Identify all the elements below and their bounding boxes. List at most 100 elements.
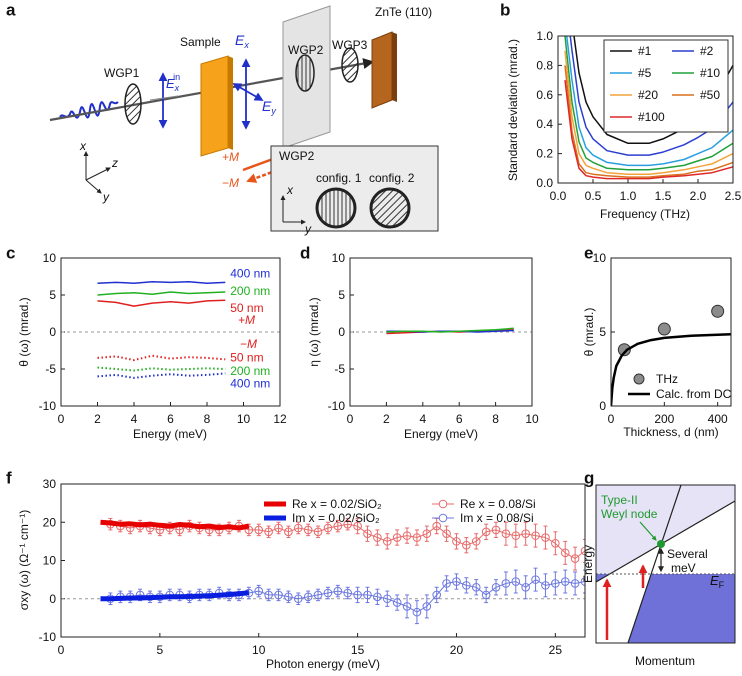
legend-label: #1 <box>638 44 652 58</box>
node-pointer <box>639 521 657 541</box>
data-point <box>254 525 264 535</box>
y-tick-label: 0.6 <box>536 88 553 102</box>
ef-sub: F <box>719 580 725 590</box>
x-tick-label: 200 <box>654 412 674 426</box>
data-point <box>373 592 382 602</box>
plot-frame <box>60 257 281 407</box>
y-tick-label: 0.2 <box>536 147 553 161</box>
wgp3-label: WGP3 <box>332 38 368 52</box>
legend-label: #100 <box>638 110 665 124</box>
data-point <box>452 537 461 546</box>
data-point <box>353 521 362 531</box>
data-point <box>481 527 491 537</box>
data-point <box>373 533 382 542</box>
y-tick-label: 0 <box>338 325 345 339</box>
e-in-label: Exin <box>166 72 180 93</box>
data-point <box>402 531 412 540</box>
plot-area <box>611 304 731 406</box>
series-line <box>97 280 226 284</box>
data-point <box>501 529 511 539</box>
data-point <box>254 586 264 596</box>
legend-label: Im x = 0.08/Si <box>460 511 534 525</box>
e-in-base: E <box>166 76 175 91</box>
data-point <box>521 529 530 539</box>
data-point <box>323 523 333 533</box>
x-tick-label: 6 <box>167 412 174 426</box>
legend-label: Im x = 0.02/SiO₂ <box>292 511 380 525</box>
data-point <box>711 304 725 318</box>
legend-label: Re x = 0.08/Si <box>460 497 536 511</box>
data-point <box>501 579 511 588</box>
panel-tag: e <box>584 244 593 263</box>
sample <box>200 55 229 157</box>
y-tick-label: 1.0 <box>536 29 553 43</box>
plot-frame <box>60 483 586 638</box>
data-point <box>511 577 521 586</box>
data-point <box>303 525 313 535</box>
x-tick-label: 2 <box>94 412 101 426</box>
axis-z <box>85 167 111 181</box>
x-tick-label: 0.5 <box>585 189 602 203</box>
thz-pulse <box>59 101 119 119</box>
series-line <box>97 299 226 307</box>
band-shallow <box>595 500 736 583</box>
data-point <box>560 548 570 558</box>
data-point <box>264 590 273 600</box>
data-point <box>462 581 471 590</box>
wgp3 <box>341 47 359 83</box>
data-point <box>363 590 372 600</box>
x-tick-label: 1.0 <box>620 189 637 203</box>
config1-label: config. 1 <box>316 171 362 185</box>
y-tick-label: 5 <box>599 325 606 339</box>
data-point <box>363 529 372 539</box>
x-tick-label: 2.0 <box>690 189 707 203</box>
data-point <box>531 531 540 540</box>
x-axis-label: Energy (meV) <box>133 427 207 441</box>
y-tick-label: 0.4 <box>536 117 553 131</box>
series-label: 200 nm <box>230 364 270 378</box>
panel-tag: a <box>6 1 16 20</box>
series-line <box>97 354 226 362</box>
series-line <box>97 366 226 372</box>
data-point <box>452 577 461 586</box>
series-line <box>100 519 250 531</box>
plot-frame <box>349 257 533 407</box>
y-axis-label: η (ω) (mrad.) <box>307 297 321 366</box>
x-tick-label: 1.5 <box>655 189 672 203</box>
legend-swatch <box>438 513 448 523</box>
panel-tag: g <box>584 469 594 488</box>
x-tick-label: 0 <box>58 643 65 657</box>
y-axis-label: Energy <box>581 545 595 583</box>
x-axis-label: Momentum <box>635 654 695 668</box>
x-tick-label: 4 <box>131 412 138 426</box>
chart: b 0.0 0.5 1.0 1.5 2.0 2.5 0.0 0.2 0.4 0.6 0.8 1.0 Fre… <box>500 1 742 222</box>
gap-label: Several <box>667 547 708 561</box>
series-label: 400 nm <box>230 266 270 280</box>
config1-disc <box>315 187 357 229</box>
x-tick-label: 6 <box>456 412 463 426</box>
y-tick-label: 5 <box>49 288 56 302</box>
data-point <box>432 521 441 531</box>
sample-edge <box>228 56 233 150</box>
series-label: 200 nm <box>230 284 270 298</box>
panel-g: g Type-II Weyl node Several meV EF Energ… <box>581 469 736 668</box>
x-tick-label: 12 <box>273 412 287 426</box>
plot-area <box>97 280 226 379</box>
data-point <box>432 590 441 600</box>
legend-label: #2 <box>700 44 714 58</box>
data-point <box>402 602 412 611</box>
y-tick-label: 30 <box>43 477 57 491</box>
annotation: −M <box>240 337 257 351</box>
x-tick-label: 2.5 <box>725 189 742 203</box>
config2-label: config. 2 <box>369 171 415 185</box>
series-line <box>564 36 733 171</box>
plot-area <box>100 517 585 625</box>
data-point <box>617 343 631 357</box>
series-line <box>564 50 733 175</box>
y-tick-label: 10 <box>43 554 57 568</box>
data-point <box>343 588 353 598</box>
data-point <box>293 594 303 604</box>
panel-tag: d <box>300 244 310 263</box>
